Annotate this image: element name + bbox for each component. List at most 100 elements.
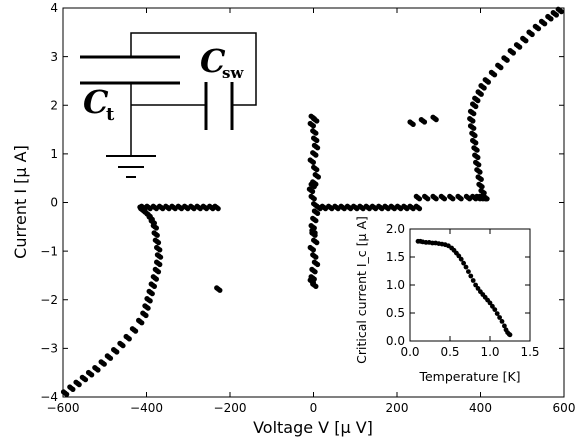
main-point	[473, 103, 479, 110]
main-y-tick-label: −1	[40, 244, 58, 258]
main-point	[149, 291, 155, 297]
main-x-tick-label: −200	[214, 401, 247, 415]
main-point	[147, 298, 153, 304]
main-y-tick-label: −2	[40, 293, 58, 307]
inset-point	[461, 260, 466, 266]
main-point	[310, 247, 316, 253]
main-point	[504, 57, 510, 63]
main-x-tick-label: −400	[130, 401, 163, 415]
main-point	[542, 21, 548, 27]
inset-y-axis: 0.0 0.5 1.0 1.5 2.0	[386, 222, 530, 348]
main-point	[154, 232, 160, 238]
inset-point	[468, 273, 474, 279]
main-point	[313, 130, 319, 136]
inset-point	[475, 286, 481, 291]
main-point	[151, 220, 157, 226]
main-point	[64, 391, 70, 397]
capacitor-ct-label: C t	[83, 83, 115, 125]
main-point	[315, 210, 321, 216]
main-point	[410, 121, 416, 127]
inset-point	[466, 269, 471, 274]
inset-point	[492, 307, 498, 312]
inset-x-axis-label: Temperature [K]	[418, 369, 520, 384]
main-data-points	[60, 6, 565, 397]
main-point	[470, 118, 476, 124]
inset-point	[490, 303, 495, 309]
main-point	[313, 218, 319, 224]
main-point	[313, 283, 319, 289]
inset-point	[507, 332, 513, 338]
main-point	[315, 261, 321, 268]
main-point	[310, 279, 316, 286]
main-point	[157, 261, 163, 268]
main-point	[101, 361, 107, 367]
main-point	[315, 174, 321, 180]
inset-point	[458, 256, 464, 262]
main-point	[310, 188, 316, 195]
main-point	[474, 147, 480, 153]
main-point	[553, 12, 560, 18]
csw-label-subscript: sw	[222, 64, 244, 82]
main-point	[475, 98, 481, 104]
main-y-tick-label: 2	[50, 98, 58, 112]
main-point	[517, 44, 523, 50]
main-point	[315, 145, 321, 151]
main-point	[314, 137, 320, 144]
main-point	[313, 254, 319, 260]
main-x-tick-label: 200	[386, 401, 409, 415]
main-point	[485, 79, 491, 85]
capacitor-csw-label: C sw	[200, 42, 244, 82]
inset-y-axis-label: Critical current I_c [μ A]	[354, 216, 369, 364]
main-point	[416, 196, 423, 202]
main-point	[143, 312, 149, 319]
main-point	[421, 119, 428, 125]
main-point	[535, 26, 542, 32]
inset-point	[463, 264, 469, 270]
inset-data-points	[415, 238, 513, 338]
main-y-tick-label: 1	[50, 147, 58, 161]
main-point	[475, 154, 481, 161]
inset-y-tick-label: 2.0	[386, 222, 405, 236]
inset-point	[487, 300, 493, 306]
main-point	[478, 91, 484, 97]
main-point	[498, 65, 504, 71]
main-point	[95, 367, 101, 373]
main-point	[481, 85, 487, 91]
inset-point	[473, 282, 478, 288]
main-point	[441, 196, 448, 202]
inset-point	[497, 315, 502, 320]
main-point	[483, 196, 489, 202]
main-point	[548, 16, 554, 22]
main-point	[311, 184, 317, 190]
main-point	[312, 230, 318, 236]
main-point	[473, 140, 479, 146]
main-point	[310, 159, 316, 165]
main-point	[126, 336, 132, 342]
main-point	[114, 349, 120, 355]
main-point	[510, 50, 516, 56]
ct-label-subscript: t	[106, 104, 115, 125]
main-point	[82, 377, 89, 383]
main-point	[433, 117, 439, 123]
main-x-axis: −600 −400 −200 0 200 400 600	[47, 8, 575, 415]
main-point	[120, 343, 126, 349]
main-point	[133, 328, 139, 334]
main-point	[215, 206, 221, 212]
inset-x-axis: 0.0 0.5 1.0 1.5	[400, 229, 540, 359]
inset-point	[494, 311, 500, 316]
inset-x-tick-label: 1.5	[520, 345, 539, 359]
main-point	[314, 167, 320, 173]
main-point	[151, 283, 157, 289]
main-x-axis-label: Voltage V [μ V]	[253, 418, 373, 437]
main-point	[155, 269, 162, 275]
main-point	[416, 206, 423, 212]
main-point	[145, 305, 151, 311]
main-point	[479, 184, 485, 190]
main-point	[153, 225, 159, 231]
main-point	[476, 162, 482, 168]
main-point	[217, 287, 223, 293]
inset-x-tick-label: 0.5	[440, 345, 459, 359]
main-point	[158, 254, 164, 260]
main-point	[70, 386, 76, 392]
